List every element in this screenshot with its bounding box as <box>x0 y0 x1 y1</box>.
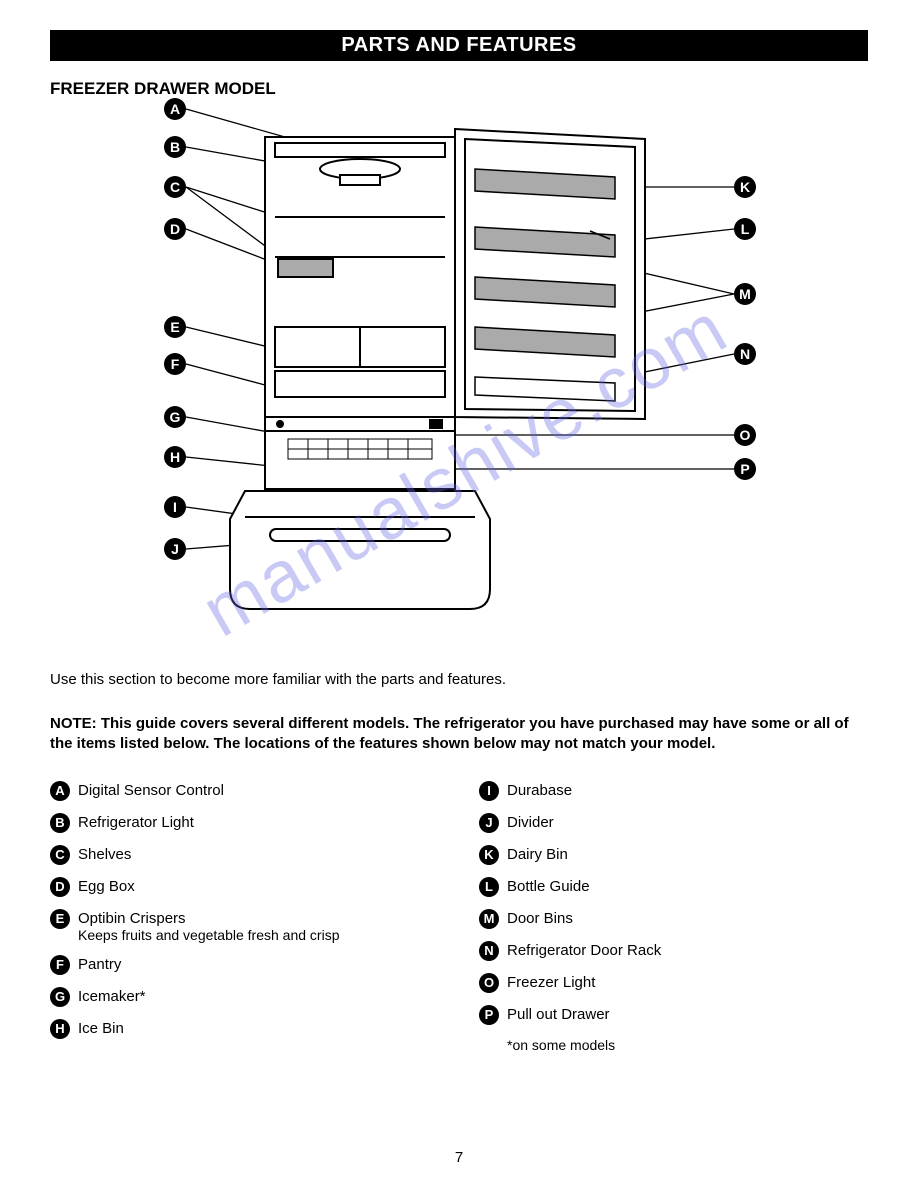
legend-text: Shelves <box>78 845 131 863</box>
legend-text: Freezer Light <box>507 973 595 991</box>
callout-dot: E <box>164 316 186 338</box>
legend-dot: E <box>50 909 70 929</box>
legend-dot: C <box>50 845 70 865</box>
legend-text: Optibin CrispersKeeps fruits and vegetab… <box>78 909 340 943</box>
legend-dot: H <box>50 1019 70 1039</box>
legend-text: Dairy Bin <box>507 845 568 863</box>
legend-text: Pull out Drawer <box>507 1005 610 1023</box>
legend-dot: D <box>50 877 70 897</box>
manual-page: PARTS AND FEATURES FREEZER DRAWER MODEL … <box>0 0 918 1188</box>
callout-dot: L <box>734 218 756 240</box>
parts-diagram: manualshive.com <box>50 99 870 659</box>
callout-dot: C <box>164 176 186 198</box>
legend-text: Egg Box <box>78 877 135 895</box>
intro-text: Use this section to become more familiar… <box>50 671 868 688</box>
legend-text: Durabase <box>507 781 572 799</box>
legend-item: E Optibin CrispersKeeps fruits and vegeta… <box>50 909 439 943</box>
legend-item: B Refrigerator Light <box>50 813 439 833</box>
legend-dot: A <box>50 781 70 801</box>
legend-dot: B <box>50 813 70 833</box>
legend-dot: I <box>479 781 499 801</box>
legend-item: F Pantry <box>50 955 439 975</box>
callout-dot: H <box>164 446 186 468</box>
footnote: *on some models <box>507 1037 868 1053</box>
legend-text: Pantry <box>78 955 121 973</box>
legend-item: P Pull out Drawer <box>479 1005 868 1025</box>
callout-dot: O <box>734 424 756 446</box>
legend-dot: L <box>479 877 499 897</box>
callout-dot: K <box>734 176 756 198</box>
legend-text: Door Bins <box>507 909 573 927</box>
legend-item: G Icemaker* <box>50 987 439 1007</box>
note-text: NOTE: This guide covers several differen… <box>50 714 868 755</box>
legend-text: Divider <box>507 813 554 831</box>
legend-dot: G <box>50 987 70 1007</box>
callout-dot: I <box>164 496 186 518</box>
legend-text: Icemaker* <box>78 987 146 1005</box>
legend-dot: M <box>479 909 499 929</box>
callout-dot: F <box>164 353 186 375</box>
legend-text: Bottle Guide <box>507 877 590 895</box>
callout-dot: J <box>164 538 186 560</box>
legend-text: Digital Sensor Control <box>78 781 224 799</box>
legend-item: A Digital Sensor Control <box>50 781 439 801</box>
callout-dot: A <box>164 98 186 120</box>
legend-dot: N <box>479 941 499 961</box>
callout-dot: B <box>164 136 186 158</box>
legend-item: K Dairy Bin <box>479 845 868 865</box>
legend-left-col: A Digital Sensor Control B Refrigerator Lig… <box>50 781 439 1053</box>
legend-right-col: I Durabase J Divider K Dairy Bin L Bottle Guide… <box>479 781 868 1053</box>
callout-dot: P <box>734 458 756 480</box>
page-number: 7 <box>0 1149 918 1166</box>
legend-item: I Durabase <box>479 781 868 801</box>
legend-item: H Ice Bin <box>50 1019 439 1039</box>
callout-dot: M <box>734 283 756 305</box>
legend-dot: F <box>50 955 70 975</box>
callout-dot: D <box>164 218 186 240</box>
callout-dot: G <box>164 406 186 428</box>
legend-item: N Refrigerator Door Rack <box>479 941 868 961</box>
legend-item: O Freezer Light <box>479 973 868 993</box>
legend-subtext: Keeps fruits and vegetable fresh and cri… <box>78 927 340 943</box>
model-subtitle: FREEZER DRAWER MODEL <box>50 79 868 99</box>
legend-dot: K <box>479 845 499 865</box>
legend-item: M Door Bins <box>479 909 868 929</box>
callout-dot: N <box>734 343 756 365</box>
legend-item: C Shelves <box>50 845 439 865</box>
legend-text: Ice Bin <box>78 1019 124 1037</box>
legend-dot: P <box>479 1005 499 1025</box>
legend-item: D Egg Box <box>50 877 439 897</box>
legend-columns: A Digital Sensor Control B Refrigerator Lig… <box>50 781 868 1053</box>
legend-dot: O <box>479 973 499 993</box>
legend-text: Refrigerator Light <box>78 813 194 831</box>
section-banner: PARTS AND FEATURES <box>50 30 868 61</box>
legend-text: Refrigerator Door Rack <box>507 941 661 959</box>
legend-item: J Divider <box>479 813 868 833</box>
legend-item: L Bottle Guide <box>479 877 868 897</box>
legend-dot: J <box>479 813 499 833</box>
